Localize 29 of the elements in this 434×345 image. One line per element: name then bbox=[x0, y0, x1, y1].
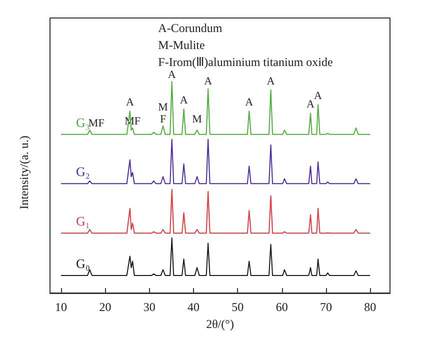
annotation: A bbox=[126, 96, 134, 108]
text: F-Irom(Ⅲ)aluminium titanium oxide bbox=[158, 55, 333, 69]
x-tick-label: 10 bbox=[55, 300, 68, 314]
annotation: A bbox=[314, 90, 322, 102]
annotation: A bbox=[180, 94, 188, 106]
annotation: M bbox=[192, 113, 202, 126]
annotation: MF bbox=[88, 118, 104, 130]
series-label: G₀ bbox=[76, 256, 90, 271]
annotation: M bbox=[158, 101, 168, 114]
annotation: A bbox=[266, 75, 275, 88]
x-tick-label: 40 bbox=[188, 300, 200, 314]
annotation: A bbox=[168, 68, 176, 81]
annotation: A bbox=[204, 75, 212, 88]
x-tick-label: 60 bbox=[276, 300, 288, 314]
x-tick-label: 80 bbox=[364, 300, 376, 314]
x-tick-label: 20 bbox=[99, 300, 112, 314]
text: M-Mulite bbox=[158, 38, 205, 52]
series-label: G₁ bbox=[76, 214, 90, 229]
annotation: A bbox=[245, 96, 254, 108]
x-axis-title: 2θ/(°) bbox=[206, 316, 234, 331]
series-label: G₃ bbox=[76, 114, 90, 130]
text: A-Corundum bbox=[158, 21, 223, 35]
x-tick-label: 30 bbox=[143, 300, 156, 314]
annotation: A bbox=[306, 98, 315, 111]
x-tick-label: 70 bbox=[320, 300, 332, 314]
y-axis-title: Intensity/(a. u.) bbox=[17, 136, 31, 210]
annotation: F bbox=[160, 113, 166, 126]
series-label: G₂ bbox=[76, 164, 90, 180]
x-tick-label: 50 bbox=[232, 300, 244, 314]
